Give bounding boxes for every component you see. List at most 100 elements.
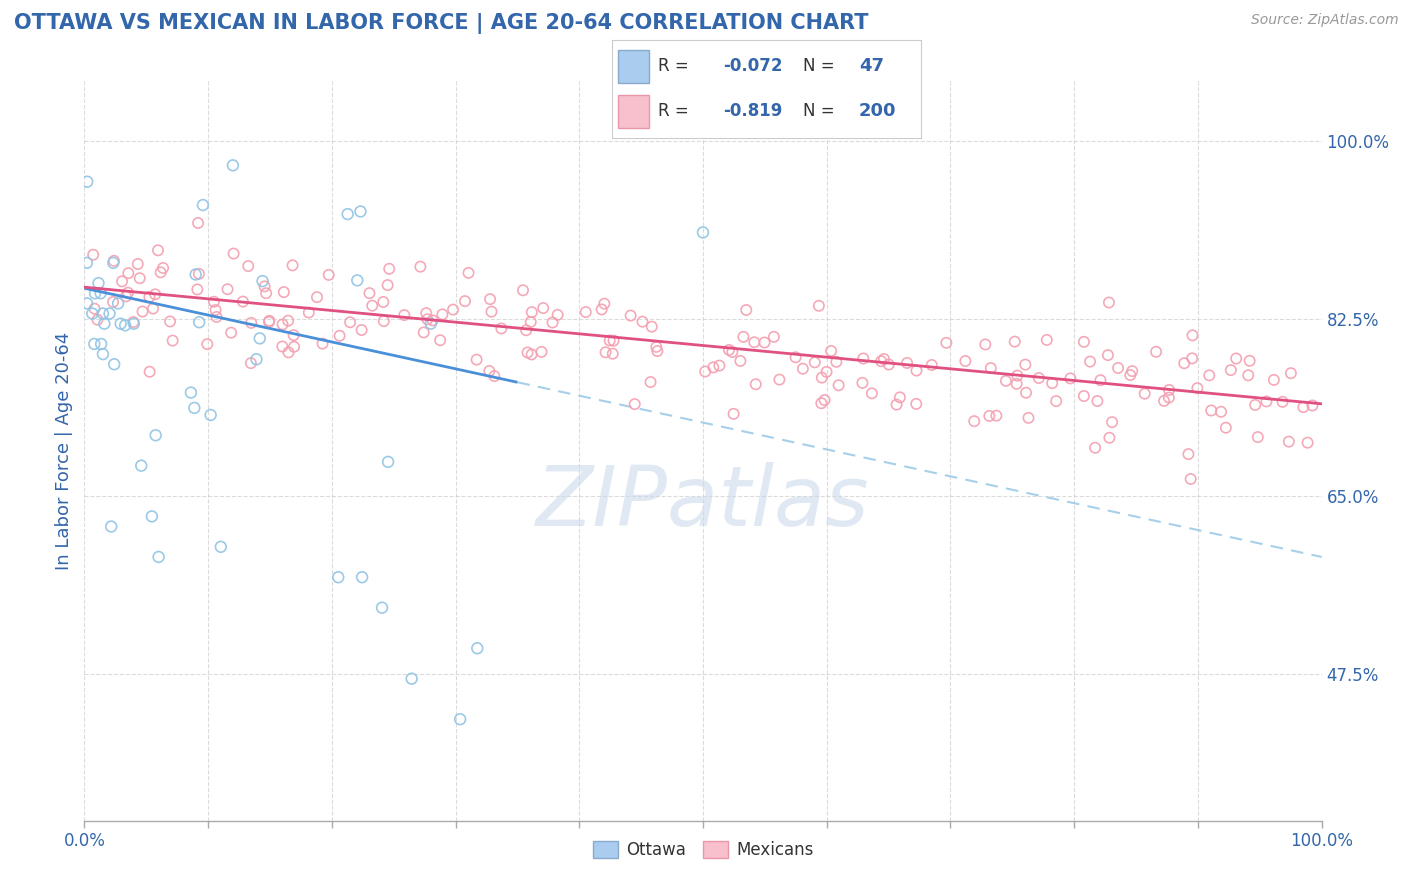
Point [1078,354,1101,368]
Text: OTTAWA VS MEXICAN IN LABOR FORCE | AGE 20-64 CORRELATION CHART: OTTAWA VS MEXICAN IN LABOR FORCE | AGE 2… [14,13,869,35]
Point [979,409,1001,423]
Point [187,267,209,281]
Point [479,292,502,306]
Y-axis label: In Labor Force | Age 20-64: In Labor Force | Age 20-64 [55,331,73,570]
Point [520,347,543,361]
Point [183,401,205,415]
Point [599,334,621,348]
Point [195,337,218,351]
Point [146,244,169,258]
Point [90,337,112,351]
Point [512,283,534,297]
Point [1007,368,1029,383]
Bar [617,50,648,83]
Point [82,248,104,262]
Point [254,286,277,301]
Point [963,414,986,428]
Point [481,304,503,318]
Point [373,295,395,310]
Point [127,257,149,271]
Point [311,336,333,351]
Point [1090,373,1112,387]
Point [1101,415,1123,429]
Point [90,286,112,301]
Point [623,397,645,411]
Point [271,339,294,353]
Point [1263,373,1285,387]
Point [1157,383,1180,397]
Point [465,641,488,656]
Point [811,370,834,384]
Point [1292,400,1315,414]
Point [1244,398,1267,412]
Point [935,335,957,350]
Point [647,344,669,359]
Text: Source: ZipAtlas.com: Source: ZipAtlas.com [1251,13,1399,28]
Point [994,374,1017,388]
Point [186,282,208,296]
Point [1004,334,1026,349]
Text: 200: 200 [859,102,897,120]
Point [1198,368,1220,383]
Point [277,345,299,359]
Point [83,301,105,316]
Point [361,299,384,313]
Point [730,354,752,368]
Point [1005,376,1028,391]
Point [1045,394,1067,409]
Point [273,285,295,299]
Point [162,334,184,348]
Point [149,265,172,279]
Text: R =: R = [658,102,689,120]
Point [955,354,977,368]
Point [1014,358,1036,372]
Point [1098,431,1121,445]
Point [159,314,181,328]
Point [980,361,1002,376]
Point [257,315,280,329]
Point [870,354,893,368]
Point [245,352,267,367]
Point [115,289,138,303]
Point [1098,295,1121,310]
Point [454,294,477,309]
Point [465,352,488,367]
Point [239,356,262,370]
Point [131,304,153,318]
Point [1225,351,1247,366]
Point [409,260,432,274]
Point [205,310,228,324]
Point [336,207,359,221]
Point [1028,371,1050,385]
Point [547,308,569,322]
Point [889,390,911,404]
Point [86,312,108,326]
Point [377,278,399,293]
Point [1036,333,1059,347]
Point [83,337,105,351]
Point [721,345,744,359]
Point [1173,356,1195,370]
Point [93,317,115,331]
Bar [617,95,648,128]
Point [148,549,170,564]
Point [742,335,765,350]
Point [103,256,125,270]
Point [1073,334,1095,349]
Point [142,301,165,316]
Point [595,345,617,359]
Point [733,330,755,344]
Text: R =: R = [658,57,689,75]
Point [91,307,114,321]
Point [346,273,368,287]
Point [217,282,239,296]
Point [283,328,305,343]
Text: N =: N = [803,102,835,120]
Point [860,386,883,401]
Point [141,509,163,524]
Point [298,305,321,319]
Point [702,360,724,375]
Point [305,290,328,304]
Point [429,333,451,347]
Point [422,313,444,327]
